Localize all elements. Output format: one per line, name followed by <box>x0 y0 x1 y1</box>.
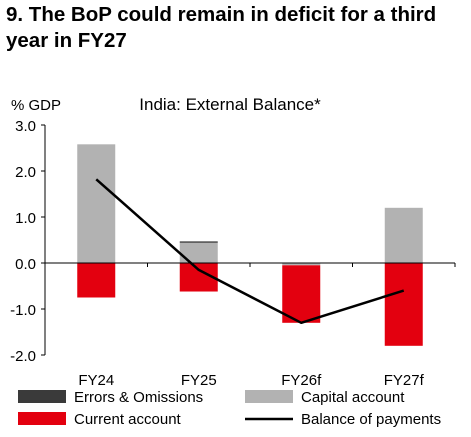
x-tick-label: FY26f <box>281 372 322 389</box>
y-tick-label: -1.0 <box>10 302 36 319</box>
legend-label-balance-of-payments: Balance of payments <box>301 411 441 428</box>
legend-swatch-capital-account <box>245 390 293 403</box>
x-tick-label: FY25 <box>181 372 217 389</box>
x-tick-label: FY27f <box>384 372 425 389</box>
y-axis-label: % GDP <box>11 97 61 114</box>
bar-capital-account-fy25 <box>179 242 218 263</box>
figure-title: 9. The BoP could remain in deficit for a… <box>6 3 437 52</box>
legend-swatch-errors-omissions <box>18 390 66 403</box>
axis-layer: 3.0 2.0 1.0 0.0 -1.0 -2.0 FY24 FY25 FY26f FY27f <box>10 118 456 389</box>
bar-capital-account-fy27f <box>384 207 423 263</box>
x-tick-label: FY24 <box>78 372 114 389</box>
bar-errors-omissions-fy25 <box>179 241 218 243</box>
legend-swatch-current-account <box>18 412 66 425</box>
y-tick-label: 3.0 <box>15 118 36 135</box>
legend-label-capital-account: Capital account <box>301 389 405 406</box>
line-balance-of-payments <box>95 178 405 325</box>
bar-capital-account-fy26f <box>282 263 321 266</box>
y-tick-label: -2.0 <box>10 348 36 365</box>
bars-layer <box>77 144 423 346</box>
legend: Errors & Omissions Capital account Current… <box>18 389 441 428</box>
chart-title: India: External Balance* <box>139 95 321 114</box>
legend-label-current-account: Current account <box>74 411 182 428</box>
y-tick-label: 1.0 <box>15 210 36 227</box>
bar-current-account-fy24 <box>77 263 116 298</box>
bar-current-account-fy26f <box>282 265 321 323</box>
line-layer <box>95 178 405 325</box>
y-tick-label: 0.0 <box>15 256 36 273</box>
bar-capital-account-fy24 <box>77 144 116 263</box>
bar-current-account-fy27f <box>384 263 423 346</box>
legend-label-errors-omissions: Errors & Omissions <box>74 389 203 406</box>
y-tick-label: 2.0 <box>15 164 36 181</box>
